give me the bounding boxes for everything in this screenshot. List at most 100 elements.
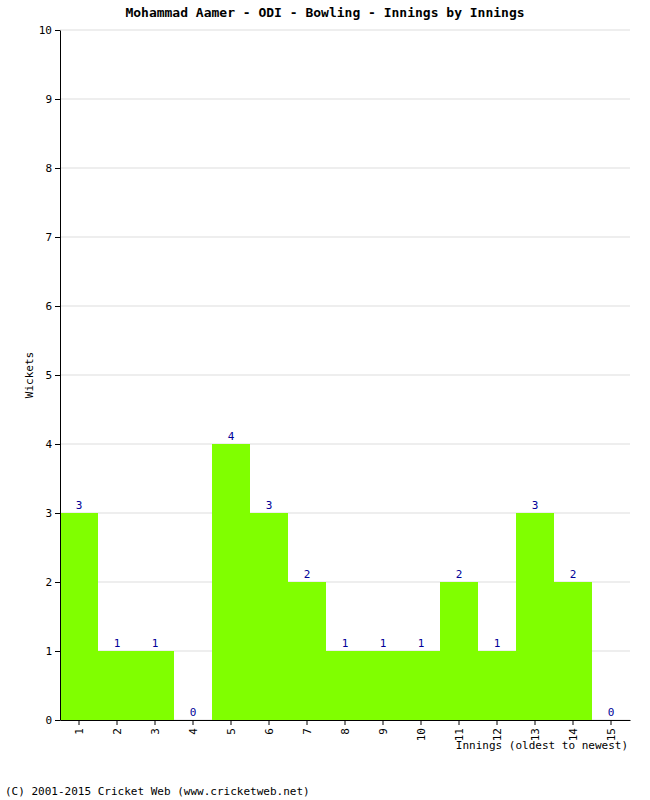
tick: 7 bbox=[301, 720, 314, 735]
annotation: (C) 2001-2015 Cricket Web (www.cricketwe… bbox=[5, 785, 310, 798]
bar bbox=[478, 651, 516, 720]
tick-mark bbox=[55, 582, 60, 583]
tick-label: 4 bbox=[187, 728, 200, 735]
tick-label: 9 bbox=[45, 93, 52, 106]
tick: 2 bbox=[111, 720, 124, 735]
data-label: 2 bbox=[304, 568, 311, 581]
tick-label: 0 bbox=[45, 714, 52, 727]
bar bbox=[592, 720, 630, 721]
tick-mark bbox=[573, 720, 574, 725]
data-label: 0 bbox=[608, 706, 615, 719]
bar bbox=[440, 582, 478, 720]
tick-label: 5 bbox=[45, 369, 52, 382]
tick: 9 bbox=[45, 93, 60, 106]
bars bbox=[60, 444, 592, 720]
data-label: 1 bbox=[418, 637, 425, 650]
tick-mark bbox=[459, 720, 460, 725]
data-label: 3 bbox=[76, 499, 83, 512]
y-axis-title: Wickets bbox=[23, 352, 36, 398]
tick: 8 bbox=[45, 162, 60, 175]
tick-mark bbox=[345, 720, 346, 725]
tick-mark bbox=[55, 237, 60, 238]
tick-label: 7 bbox=[301, 728, 314, 735]
bar bbox=[402, 651, 440, 720]
tick: 5 bbox=[225, 720, 238, 735]
bar bbox=[250, 513, 288, 720]
bar bbox=[60, 513, 98, 720]
tick: 6 bbox=[263, 720, 276, 735]
data-label: 1 bbox=[152, 637, 159, 650]
tick-mark bbox=[55, 444, 60, 445]
bar bbox=[326, 651, 364, 720]
grid-line bbox=[60, 99, 630, 100]
bar bbox=[136, 651, 174, 720]
data-label: 0 bbox=[190, 706, 197, 719]
tick-mark bbox=[269, 720, 270, 725]
tick-label: 8 bbox=[45, 162, 52, 175]
tick-mark bbox=[497, 720, 498, 725]
data-label: 3 bbox=[532, 499, 539, 512]
tick-mark bbox=[55, 375, 60, 376]
tick-mark bbox=[55, 30, 60, 31]
grid-line bbox=[60, 30, 630, 31]
tick-mark bbox=[535, 720, 536, 725]
bar bbox=[516, 513, 554, 720]
grid-line bbox=[60, 306, 630, 307]
grid-line bbox=[60, 375, 630, 376]
tick-mark bbox=[55, 720, 60, 721]
tick-label: 2 bbox=[111, 728, 124, 735]
tick-label: 9 bbox=[377, 728, 390, 735]
tick-mark bbox=[117, 720, 118, 725]
grid bbox=[60, 30, 630, 720]
tick-label: 1 bbox=[73, 728, 86, 735]
tick-mark bbox=[55, 513, 60, 514]
tick: 5 bbox=[45, 369, 60, 382]
tick: 6 bbox=[45, 300, 60, 313]
tick-mark bbox=[307, 720, 308, 725]
tick-label: 3 bbox=[149, 728, 162, 735]
tick: 4 bbox=[187, 720, 200, 735]
bar bbox=[212, 444, 250, 720]
grid-line bbox=[60, 168, 630, 169]
data-label: 2 bbox=[570, 568, 577, 581]
data-label: 2 bbox=[456, 568, 463, 581]
tick: 10 bbox=[39, 24, 60, 37]
tick-mark bbox=[79, 720, 80, 725]
tick-mark bbox=[611, 720, 612, 725]
tick: 2 bbox=[45, 576, 60, 589]
tick-label: 1 bbox=[45, 645, 52, 658]
bar bbox=[288, 582, 326, 720]
tick-mark bbox=[383, 720, 384, 725]
bar bbox=[98, 651, 136, 720]
tick: 9 bbox=[377, 720, 390, 735]
data-label: 1 bbox=[342, 637, 349, 650]
bar bbox=[554, 582, 592, 720]
tick-mark bbox=[55, 651, 60, 652]
data-label: 1 bbox=[494, 637, 501, 650]
tick-mark bbox=[231, 720, 232, 725]
tick-label: 4 bbox=[45, 438, 52, 451]
tick-mark bbox=[55, 168, 60, 169]
tick: 3 bbox=[149, 720, 162, 735]
bar bbox=[174, 720, 212, 721]
tick-label: 10 bbox=[415, 728, 428, 741]
tick: 8 bbox=[339, 720, 352, 735]
tick-label: 5 bbox=[225, 728, 238, 735]
tick-mark bbox=[155, 720, 156, 725]
grid-line bbox=[60, 444, 630, 445]
tick-label: 6 bbox=[263, 728, 276, 735]
data-label: 1 bbox=[380, 637, 387, 650]
tick-label: 7 bbox=[45, 231, 52, 244]
tick-mark bbox=[193, 720, 194, 725]
tick: 4 bbox=[45, 438, 60, 451]
tick: 1 bbox=[45, 645, 60, 658]
x-axis-title: Innings (oldest to newest) bbox=[456, 739, 628, 752]
tick-mark bbox=[421, 720, 422, 725]
tick-label: 10 bbox=[39, 24, 52, 37]
tick-label: 2 bbox=[45, 576, 52, 589]
tick-label: 6 bbox=[45, 300, 52, 313]
tick: 1 bbox=[73, 720, 86, 735]
tick: 10 bbox=[415, 720, 428, 741]
tick-label: 3 bbox=[45, 507, 52, 520]
title: Mohammad Aamer - ODI - Bowling - Innings… bbox=[125, 5, 524, 20]
